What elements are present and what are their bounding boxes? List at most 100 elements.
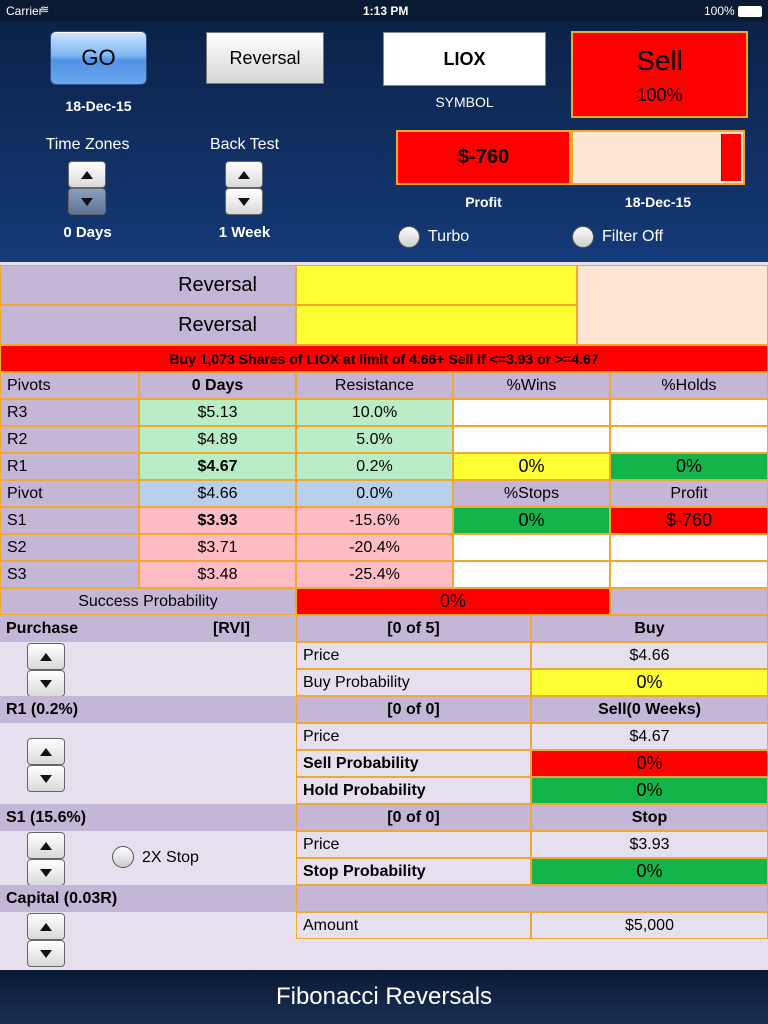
pivot-row-price: $3.93 <box>139 507 296 534</box>
s1-count: [0 of 0] <box>296 804 531 831</box>
pivot-row-pct: 0.0% <box>296 480 453 507</box>
purchase-up-button[interactable] <box>27 643 65 670</box>
symbol-label: SYMBOL <box>435 94 494 110</box>
wins-cell <box>453 399 610 426</box>
hold-probability-value: 0% <box>531 777 768 804</box>
progress-fill <box>720 134 741 181</box>
battery-percent: 100% <box>704 4 735 18</box>
arrow-down-icon <box>238 197 250 206</box>
success-probability-label: Success Probability <box>0 588 296 615</box>
app-title-footer: Fibonacci Reversals <box>0 970 768 1024</box>
pivot-row-pct: -15.6% <box>296 507 453 534</box>
turbo-checkbox[interactable] <box>398 226 420 248</box>
s1-label: S1 (15.6%) <box>0 804 296 831</box>
pivot-row-price: $4.89 <box>139 426 296 453</box>
pivot-row-name: R2 <box>0 426 139 453</box>
back-test-label: Back Test <box>209 136 280 153</box>
back-test-up-button[interactable] <box>225 161 263 188</box>
status-bar: Carrier ≋ 1:13 PM 100% <box>0 0 768 22</box>
time-zones-label: Time Zones <box>45 136 130 153</box>
stops-value: 0% <box>453 507 610 534</box>
purchase-down-button[interactable] <box>27 670 65 697</box>
signal-text: Sell <box>636 45 683 76</box>
signal-box: Sell 100% <box>571 31 748 118</box>
arrow-down-icon <box>40 949 52 958</box>
wifi-icon: ≋ <box>40 4 50 16</box>
s1-down-button[interactable] <box>27 859 65 886</box>
pivot-row-price: $3.48 <box>139 561 296 588</box>
pivot-row-pct: 10.0% <box>296 399 453 426</box>
holds-header: %Holds <box>610 372 768 399</box>
sell-probability-value: 0% <box>531 750 768 777</box>
profit-label: Profit <box>465 194 502 210</box>
pivot-row-name: S3 <box>0 561 139 588</box>
holds-value: 0% <box>610 453 768 480</box>
symbol-input[interactable]: LIOX <box>383 32 546 86</box>
pivot-row-name: Pivot <box>0 480 139 507</box>
amount-value: $5,000 <box>531 912 768 939</box>
reversal-button[interactable]: Reversal <box>206 32 324 84</box>
wins-header: %Wins <box>453 372 610 399</box>
buy-probability-value: 0% <box>531 669 768 696</box>
r1-count: [0 of 0] <box>296 696 531 723</box>
battery-icon <box>738 6 762 17</box>
capital-down-button[interactable] <box>27 940 65 967</box>
s1-up-button[interactable] <box>27 832 65 859</box>
sell-probability-label: Sell Probability <box>296 750 531 777</box>
purchase-tag: [RVI] <box>180 615 296 642</box>
time-zones-up-button[interactable] <box>68 161 106 188</box>
turbo-label: Turbo <box>428 228 470 245</box>
arrow-up-icon <box>40 652 52 661</box>
back-test-value: 1 Week <box>218 224 271 241</box>
wins-value: 0% <box>453 453 610 480</box>
stop-price-value: $3.93 <box>531 831 768 858</box>
holds-cell <box>610 399 768 426</box>
profit-box: $-760 <box>396 130 571 185</box>
filter-checkbox[interactable] <box>572 226 594 248</box>
hold-probability-label: Hold Probability <box>296 777 531 804</box>
arrow-up-icon <box>238 170 250 179</box>
clock: 1:13 PM <box>363 4 409 18</box>
empty-cell <box>610 561 768 588</box>
empty-cell <box>453 534 610 561</box>
wins-cell <box>453 426 610 453</box>
capital-up-button[interactable] <box>27 913 65 940</box>
progress-date: 18-Dec-15 <box>624 194 692 210</box>
purchase-count: [0 of 5] <box>296 615 531 642</box>
r1-up-button[interactable] <box>27 738 65 765</box>
pivot-row-name: R3 <box>0 399 139 426</box>
stops-header: %Stops <box>453 480 610 507</box>
pivot-row-pct: 0.2% <box>296 453 453 480</box>
go-button[interactable]: GO <box>50 31 147 85</box>
stop-2x-label: 2X Stop <box>142 849 199 866</box>
days-header: 0 Days <box>139 372 296 399</box>
buy-header: Buy <box>531 615 768 642</box>
stop-price-label: Price <box>296 831 531 858</box>
arrow-up-icon <box>81 170 93 179</box>
capital-label: Capital (0.03R) <box>0 885 296 912</box>
pivots-header: Pivots <box>0 372 139 399</box>
time-zones-down-button[interactable] <box>68 188 106 215</box>
success-probability-value: 0% <box>296 588 610 615</box>
profit-header: Profit <box>610 480 768 507</box>
stop-probability-value: 0% <box>531 858 768 885</box>
arrow-up-icon <box>40 922 52 931</box>
pivot-row-price: $3.71 <box>139 534 296 561</box>
pivot-row-price: $5.13 <box>139 399 296 426</box>
profit-value: $-760 <box>610 507 768 534</box>
stop-2x-checkbox[interactable] <box>112 846 134 868</box>
r1-down-button[interactable] <box>27 765 65 792</box>
buy-price-label: Price <box>296 642 531 669</box>
filter-label: Filter Off <box>602 228 664 245</box>
back-test-down-button[interactable] <box>225 188 263 215</box>
sell-price-label: Price <box>296 723 531 750</box>
resistance-header: Resistance <box>296 372 453 399</box>
amount-label: Amount <box>296 912 531 939</box>
stop-probability-label: Stop Probability <box>296 858 531 885</box>
pivot-row-pct: -25.4% <box>296 561 453 588</box>
arrow-down-icon <box>40 679 52 688</box>
arrow-down-icon <box>40 868 52 877</box>
buy-price-value: $4.66 <box>531 642 768 669</box>
progress-bar <box>571 130 745 185</box>
signal-percent: 100% <box>636 85 683 105</box>
